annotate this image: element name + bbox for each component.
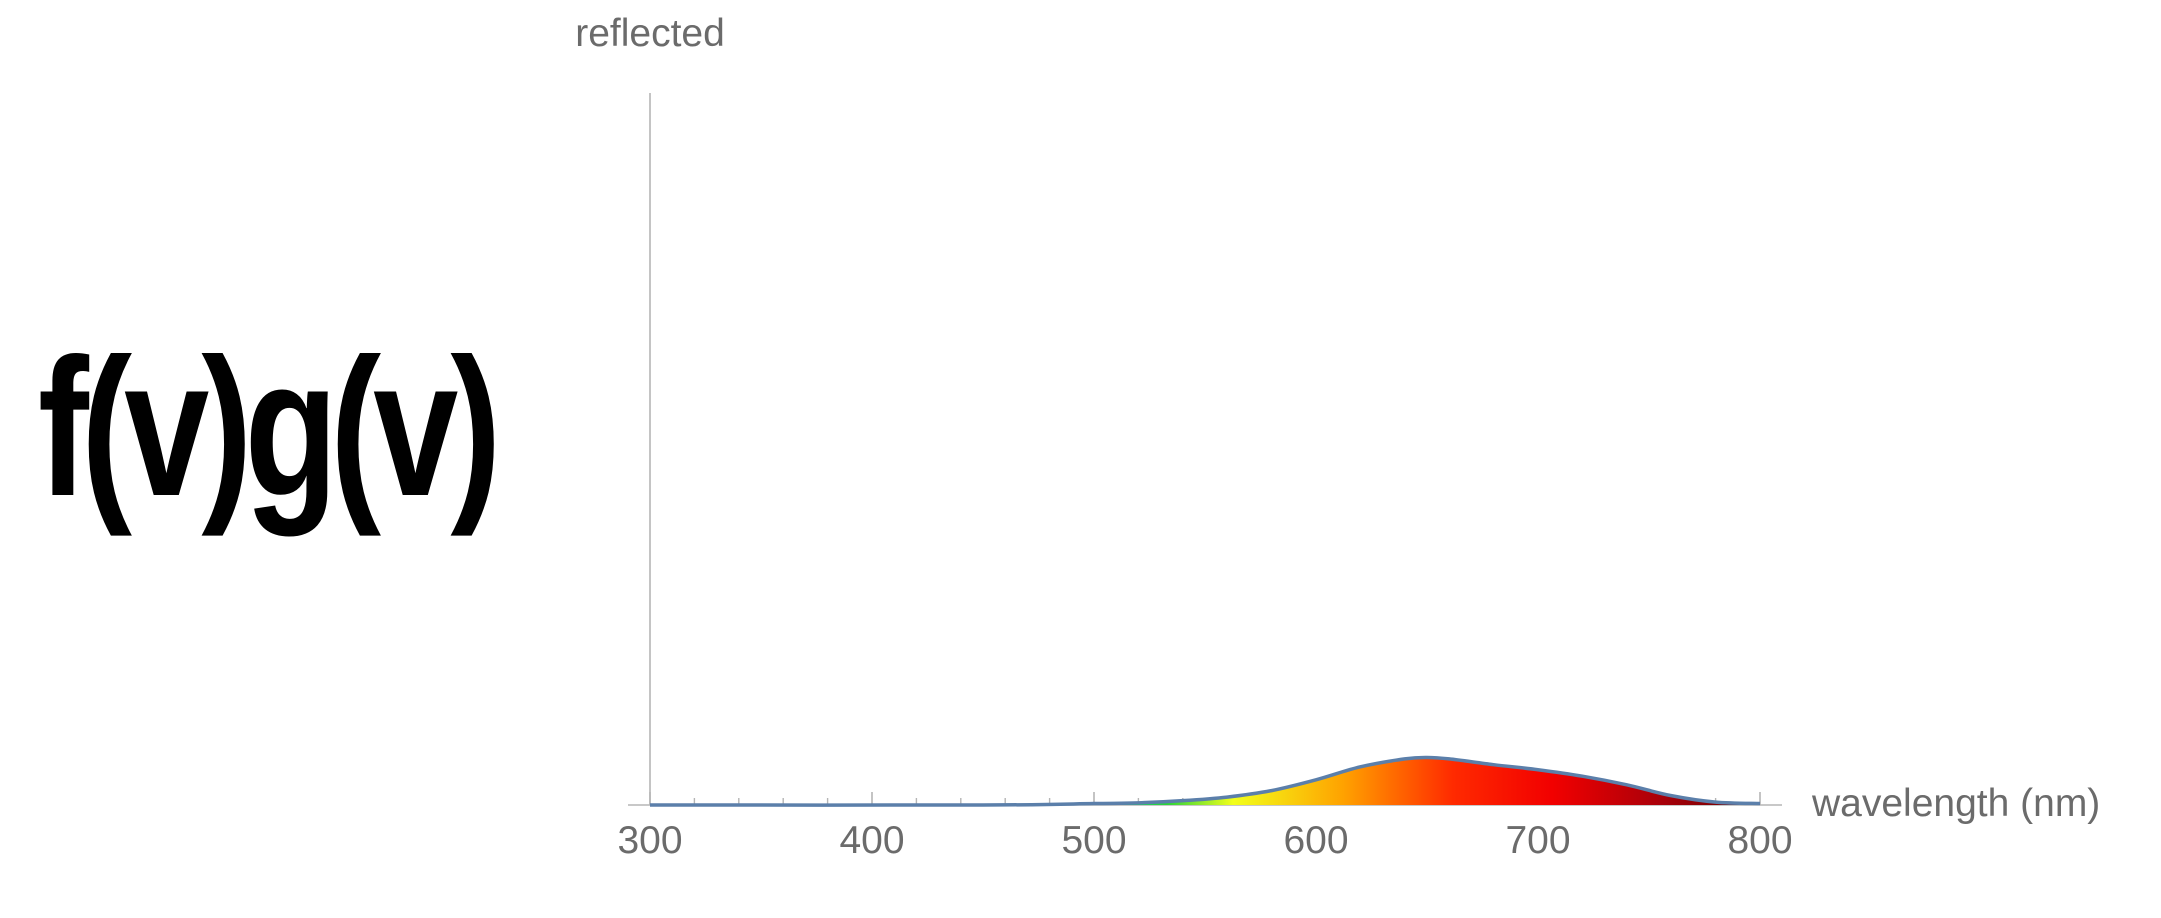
axes: [628, 93, 1782, 806]
x-tick-label: 800: [1727, 819, 1792, 862]
x-tick-label: 600: [1283, 819, 1348, 862]
x-tick-label: 500: [1061, 819, 1126, 862]
axis-labels: 300 400 500 600 700 800 reflected wavelength (n…: [575, 12, 2100, 862]
x-tick-label: 700: [1505, 819, 1570, 862]
y-axis-label: reflected: [575, 12, 725, 55]
series-line: [649, 755, 1761, 807]
formula-label: f(v)g(v): [38, 318, 501, 537]
x-tick-label: 300: [617, 819, 682, 862]
x-axis-label: wavelength (nm): [1811, 782, 2100, 825]
x-tick-label: 400: [839, 819, 904, 862]
plot-area: [649, 755, 1761, 807]
series-area: [650, 757, 1760, 806]
